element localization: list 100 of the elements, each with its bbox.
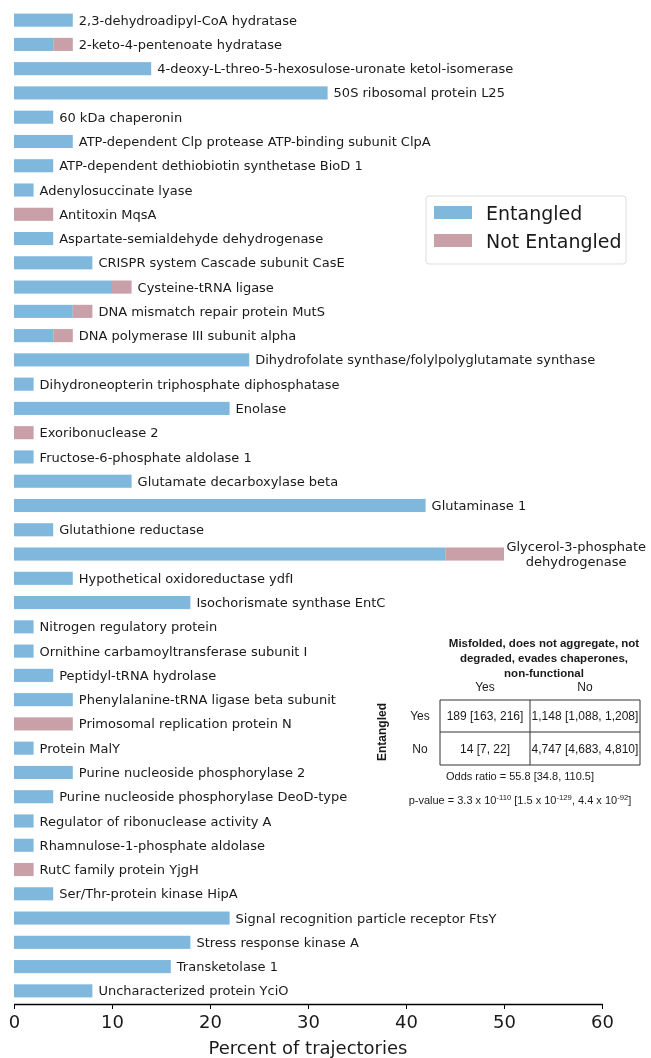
bar [14,426,34,440]
bar [14,814,34,828]
bar [14,862,34,877]
category-label: Purine nucleoside phosphorylase DeoD-type [59,789,348,805]
category-label: Glutaminase 1 [431,498,527,514]
x-tick-label: 10 [101,1011,124,1033]
bar [14,693,73,707]
category-label: Adenylosuccinate lyase [39,182,193,198]
x-tick-label: 50 [493,1011,516,1033]
bar [14,304,73,318]
bar [14,984,93,998]
category-label: Purine nucleoside phosphorylase 2 [78,765,306,780]
bar [72,304,93,318]
category-label: 4-deoxy-L-threo-5-hexosulose-uronate ketol-isomerase [157,61,514,77]
bar [14,450,34,464]
bar [14,159,54,173]
text: 189 [163, 216] [446,709,524,724]
category-label: No [577,680,593,694]
bar [14,911,230,925]
category-label: Hypothetical oxidoreductase ydfI [78,570,294,586]
bar [53,329,73,343]
bar [14,401,230,415]
text: 1,148 [1,088, 1,208] [531,709,639,724]
category-label: 50S ribosomal protein L25 [333,85,505,101]
category-label: No [412,741,428,756]
category-label: Primosomal replication protein N [78,716,292,732]
bar [14,668,54,682]
bar [14,207,54,221]
bar [14,571,73,585]
bar [14,62,152,76]
bar [14,547,446,561]
bar [14,596,191,610]
bar [14,183,34,197]
category-label: DNA polymerase III subunit alpha [78,328,297,344]
bar [14,620,34,634]
bar [14,13,73,27]
category-label: Fructose-6-phosphate aldolase 1 [39,449,252,465]
bar [14,960,171,974]
category-label: Aspartate-semialdehyde dehydrogenase [59,231,324,247]
bar [14,474,132,488]
bar [14,717,73,731]
category-label: Glutamate decarboxylase beta [137,473,339,489]
bar [14,353,250,367]
x-axis-title: Percent of trajectories [208,1037,408,1058]
annotation: p-value = 3.3 x 10$^{-110}$ [1.5 x 10$^{-129}$, 4.4 x 10$^{-92}$] [408,792,632,806]
text: 14 [7, 22] [459,741,511,756]
x-tick-label: 40 [395,1011,418,1033]
category-label: 2-keto-4-pentenoate hydratase [78,36,283,52]
category-label: DNA mismatch repair protein MutS [98,303,325,319]
category-label: Enolase [235,400,287,416]
x-tick-label: 20 [199,1011,222,1033]
category-label: Phenylalanine-tRNA ligase beta subunit [78,692,336,708]
bar [14,765,73,779]
category-label: Stress response kinase A [196,934,359,950]
category-label: Exoribonuclease 2 [39,425,159,441]
category-label: Yes [410,709,430,724]
category-label: Cysteine-tRNA ligase [137,279,274,295]
x-tick-label: 30 [297,1011,320,1033]
bar [14,523,54,537]
bar [14,887,54,901]
bar [14,935,191,949]
bar [14,329,54,343]
category-label: Protein MalY [39,740,121,756]
text: Entangled [375,702,389,762]
category-label: Antitoxin MqsA [59,206,157,222]
category-label: Peptidyl-tRNA hydrolase [59,667,217,683]
legend-label: Entangled [486,201,583,224]
bar [14,498,426,513]
bar [14,37,54,51]
bar [112,280,132,294]
bar [14,280,112,294]
bar [14,256,93,270]
category-label: Glycerol-3-phosphate dehydrogenase [506,538,646,570]
bar [14,86,328,100]
x-tick-label: 0 [8,1011,21,1033]
bar [53,37,73,51]
bar [14,644,34,658]
bar [14,790,54,804]
category-label: ATP-dependent Clp protease ATP-binding subunit ClpA [78,134,431,150]
text: Misfolded, does not aggregate, not degraded, evades chaperones, non-functional [448,637,640,679]
category-label: RutC family protein YjgH [39,862,199,878]
category-label: Dihydroneopterin triphosphate diphosphatase [39,376,340,392]
category-label: Signal recognition particle receptor FtsY [235,910,497,926]
category-label: Isochorismate synthase EntC [196,595,386,611]
category-label: ATP-dependent dethiobiotin synthetase BioD 1 [59,158,363,174]
category-label: Uncharacterized protein YciO [98,983,289,999]
x-tick-label: 60 [591,1011,614,1033]
bar [14,134,73,149]
category-label: Nitrogen regulatory protein [39,619,218,635]
category-label: Transketolase 1 [176,959,279,975]
bar [14,110,54,124]
bar [14,377,34,391]
legend-label: Not Entangled [486,229,622,252]
category-label: Ornithine carbamoyltransferase subunit I [39,643,308,659]
text: 4,747 [4,683, 4,810] [531,741,639,756]
category-label: 2,3-dehydroadipyl-CoA hydratase [78,12,298,28]
category-label: Ser/Thr-protein kinase HipA [59,886,238,902]
category-label: 60 kDa chaperonin [59,109,183,125]
bar [14,741,34,755]
bar [14,232,54,246]
